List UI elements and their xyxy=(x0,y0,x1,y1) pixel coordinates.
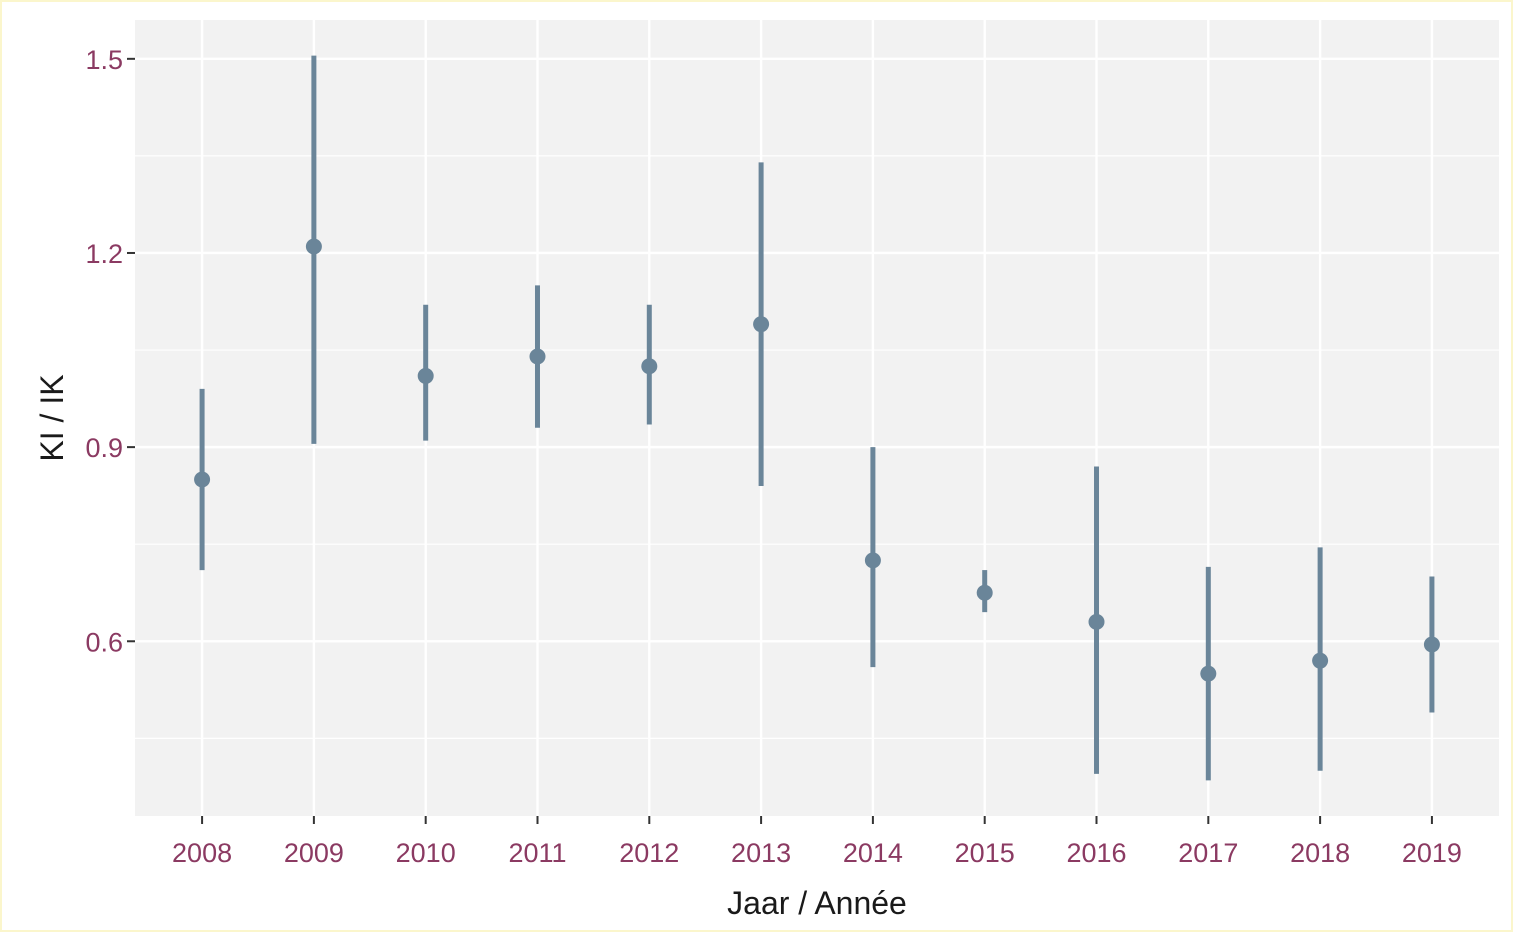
data-point xyxy=(417,367,434,384)
minor-gridlines xyxy=(135,155,1499,739)
data-point xyxy=(1312,652,1329,669)
x-axis-title: Jaar / Année xyxy=(727,885,907,921)
x-tick-label: 2014 xyxy=(843,838,903,868)
data-point xyxy=(529,348,546,365)
y-tick-label: 1.2 xyxy=(85,239,123,269)
axis-ticks xyxy=(127,57,1433,824)
y-axis-labels: 0.6 0.9 1.2 1.5 xyxy=(85,45,123,657)
x-tick-label: 2017 xyxy=(1178,838,1238,868)
x-tick-label: 2012 xyxy=(619,838,679,868)
data-point xyxy=(194,471,211,488)
x-tick-label: 2008 xyxy=(172,838,232,868)
data-point xyxy=(864,552,881,569)
data-point xyxy=(1200,665,1217,682)
y-tick-label: 0.9 xyxy=(85,433,123,463)
x-axis-labels: 2008 2009 2010 2011 2012 2013 2014 2015 2016 2017… xyxy=(172,838,1462,868)
x-tick-label: 2018 xyxy=(1290,838,1350,868)
data-marks xyxy=(194,55,1440,781)
data-point xyxy=(1423,636,1440,653)
x-tick-label: 2009 xyxy=(284,838,344,868)
data-point xyxy=(641,358,658,375)
data-point xyxy=(1088,613,1105,630)
x-tick-label: 2013 xyxy=(731,838,791,868)
y-tick-label: 0.6 xyxy=(85,627,123,657)
x-tick-label: 2011 xyxy=(508,838,566,868)
y-axis-title: KI / IK xyxy=(34,374,70,461)
data-point xyxy=(976,584,993,601)
data-point xyxy=(305,238,322,255)
x-tick-label: 2019 xyxy=(1402,838,1462,868)
plot-panel xyxy=(135,20,1499,816)
x-tick-label: 2015 xyxy=(955,838,1015,868)
y-tick-label: 1.5 xyxy=(85,45,123,75)
x-tick-label: 2016 xyxy=(1066,838,1126,868)
x-tick-label: 2010 xyxy=(396,838,456,868)
data-point xyxy=(753,316,770,333)
